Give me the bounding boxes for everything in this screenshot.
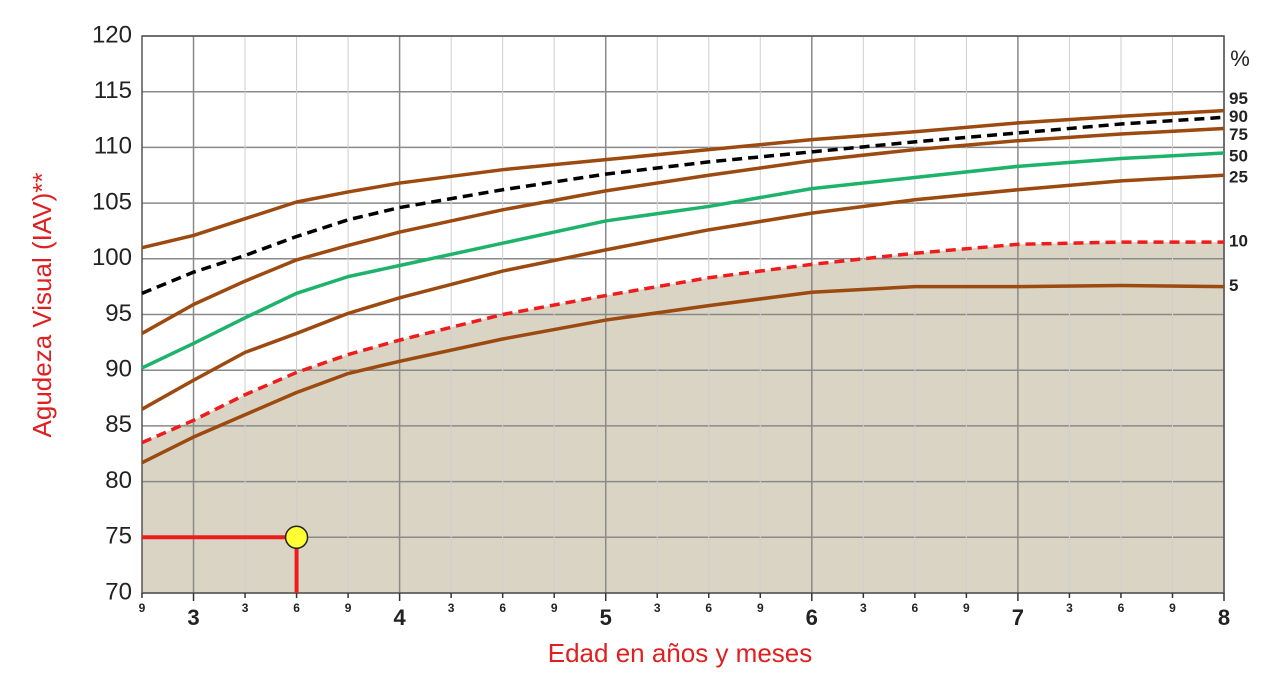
x-tick-label: 3 — [448, 601, 455, 615]
x-tick-label: 9 — [139, 601, 146, 615]
series-line — [141, 283, 1225, 465]
series-line — [141, 108, 1225, 250]
plot-frame — [141, 35, 1225, 594]
x-tick-label: 3 — [654, 601, 661, 615]
x-tick-label: 6 — [499, 601, 506, 615]
x-tick-label: 7 — [1012, 605, 1024, 630]
y-tick-label: 90 — [105, 356, 132, 383]
y-tick-label: 80 — [105, 467, 132, 494]
series-label: 90 — [1229, 107, 1248, 126]
y-tick-label: 75 — [105, 523, 132, 550]
series-label: 50 — [1229, 146, 1248, 165]
series-label: 10 — [1229, 232, 1248, 251]
x-tick-label: 6 — [1118, 601, 1125, 615]
series-label: 75 — [1229, 125, 1248, 144]
x-tick-label: 9 — [757, 601, 764, 615]
shaded-area — [142, 242, 1224, 593]
x-tick-label: 6 — [806, 605, 818, 630]
y-tick-label: 70 — [105, 578, 132, 605]
x-tick-label: 8 — [1218, 605, 1230, 630]
x-tick-label: 5 — [600, 605, 612, 630]
y-tick-label: 110 — [94, 133, 132, 160]
x-tick-label: 9 — [963, 601, 970, 615]
x-tick-label: 3 — [242, 601, 249, 615]
x-tick-label: 9 — [1169, 601, 1176, 615]
x-tick-label: 6 — [912, 601, 919, 615]
x-tick-label: 6 — [705, 601, 712, 615]
series-line — [141, 151, 1225, 370]
x-tick-label: 6 — [293, 601, 300, 615]
x-tick-label: 9 — [551, 601, 558, 615]
x-tick-label: 3 — [187, 605, 199, 630]
y-axis-title: Agudeza Visual (IAV)** — [27, 173, 57, 438]
series-line — [141, 126, 1225, 335]
data-point — [284, 525, 309, 550]
series-label: 5 — [1229, 276, 1238, 295]
series-line — [141, 173, 1225, 411]
legend-title: % — [1230, 46, 1250, 71]
series-line — [141, 115, 1225, 295]
x-tick-label: 9 — [345, 601, 352, 615]
x-tick-label: 3 — [860, 601, 867, 615]
y-tick-label: 120 — [92, 21, 132, 48]
x-tick-label: 4 — [393, 605, 406, 630]
y-tick-label: 105 — [92, 188, 132, 215]
y-tick-label: 100 — [92, 244, 132, 271]
series-line — [141, 240, 1224, 445]
y-tick-label: 115 — [94, 77, 132, 104]
series-label: 25 — [1229, 168, 1248, 187]
x-tick-label: 3 — [1066, 601, 1073, 615]
x-axis-title: Edad en años y meses — [548, 638, 813, 668]
series-label: 95 — [1229, 89, 1248, 108]
y-tick-label: 95 — [105, 300, 132, 327]
y-tick-label: 85 — [105, 411, 132, 438]
